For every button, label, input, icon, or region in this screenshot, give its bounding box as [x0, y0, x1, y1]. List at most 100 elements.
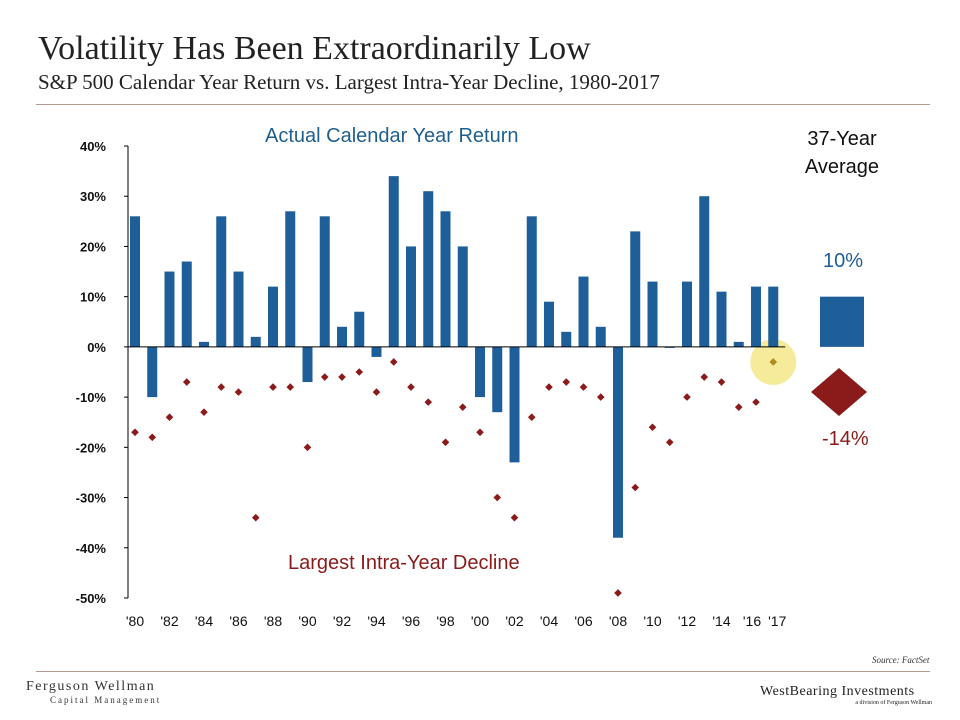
- decline-point: [251, 513, 260, 522]
- x-tick-label: '84: [195, 613, 213, 629]
- return-bar: [268, 286, 278, 347]
- decline-point: [441, 438, 450, 447]
- y-tick-label: -40%: [76, 541, 107, 556]
- source-note: Source: FactSet: [872, 655, 930, 665]
- return-bar: [509, 346, 520, 463]
- x-tick-label: '17: [768, 613, 786, 629]
- x-tick-label: '94: [367, 613, 385, 629]
- return-bar: [647, 281, 658, 347]
- return-bar: [457, 246, 468, 347]
- decline-point: [286, 383, 295, 391]
- return-bar: [561, 331, 572, 347]
- right-logo-line2: a division of Ferguson Wellman: [855, 700, 932, 706]
- decline-point: [493, 493, 502, 502]
- x-tick-label: '14: [712, 613, 730, 629]
- decline-point: [182, 378, 191, 386]
- points-layer: [131, 358, 778, 597]
- y-axis: 40% 30% 20% 10% 0% -10% -20% -30% -40% -50%: [76, 139, 129, 606]
- ferguson-wellman-logo: Ferguson Wellman Capital Management: [26, 679, 161, 705]
- decline-point: [717, 378, 726, 386]
- y-tick-label: 0%: [87, 340, 106, 355]
- decline-point: [389, 358, 398, 366]
- decline-point: [614, 589, 622, 597]
- x-tick-label: '80: [126, 613, 144, 629]
- x-tick-label: '04: [540, 613, 558, 629]
- decline-point: [148, 433, 157, 442]
- x-tick-label: '06: [574, 613, 592, 629]
- decline-point: [545, 383, 553, 391]
- decline-point: [665, 438, 674, 447]
- return-bar: [733, 341, 744, 347]
- average-decline-diamond: [811, 368, 867, 416]
- x-tick-label: '86: [229, 613, 247, 629]
- decline-point: [200, 408, 208, 416]
- average-return-label: 10%: [823, 250, 864, 272]
- decline-point: [700, 373, 709, 381]
- return-bar: [613, 346, 623, 538]
- y-tick-label: -30%: [76, 491, 107, 506]
- decline-point: [476, 428, 484, 437]
- x-tick-label: '88: [264, 613, 282, 629]
- decline-point: [648, 423, 657, 432]
- decline-point: [217, 383, 226, 391]
- return-bar: [544, 301, 554, 347]
- decline-point: [631, 483, 640, 492]
- return-bar: [682, 281, 692, 347]
- return-bar: [440, 211, 451, 347]
- y-tick-label: 30%: [80, 189, 106, 204]
- return-bar: [216, 216, 227, 347]
- decline-point: [562, 378, 571, 386]
- y-tick-label: -50%: [76, 591, 107, 606]
- decline-point: [269, 383, 277, 391]
- page-subtitle: S&P 500 Calendar Year Return vs. Largest…: [38, 70, 660, 94]
- x-axis: '80 '82 '84 '86 '88 '90 '92 '94 '96 '98 '00 '02 '04 '…: [126, 346, 787, 629]
- decline-point: [165, 413, 174, 421]
- return-bar: [147, 346, 158, 398]
- decline-point: [131, 428, 139, 437]
- average-heading: 37-Year Average: [804, 128, 880, 178]
- return-bar: [319, 216, 330, 347]
- bars-layer: [130, 176, 779, 538]
- y-tick-label: 20%: [80, 239, 106, 254]
- return-bar: [354, 311, 365, 347]
- decline-point: [338, 373, 346, 381]
- return-bar: [164, 271, 175, 347]
- return-bar: [337, 326, 347, 347]
- decline-point: [407, 383, 415, 391]
- return-bar: [492, 346, 503, 413]
- return-bar: [578, 276, 589, 347]
- westbearing-logo: WestBearing Investments a division of Fe…: [760, 684, 944, 706]
- page-title: Volatility Has Been Extraordinarily Low: [38, 30, 591, 67]
- x-tick-label: '82: [160, 613, 178, 629]
- y-tick-label: 10%: [80, 290, 106, 305]
- return-bar: [751, 286, 761, 347]
- x-tick-label: '96: [402, 613, 420, 629]
- decline-point: [683, 393, 691, 401]
- x-tick-label: '12: [678, 613, 696, 629]
- decline-point: [734, 403, 743, 411]
- header-divider: [36, 104, 930, 105]
- decline-point: [752, 398, 760, 406]
- return-bar: [699, 196, 710, 347]
- returns-chart: 40% 30% 20% 10% 0% -10% -20% -30% -40% -50% '80 '8…: [76, 139, 867, 629]
- decline-point: [769, 358, 778, 366]
- return-bar: [181, 261, 192, 347]
- decline-point: [527, 413, 536, 421]
- y-tick-label: -10%: [76, 390, 107, 405]
- return-bar: [371, 346, 382, 357]
- y-tick-label: -20%: [76, 440, 107, 455]
- return-bar: [423, 191, 434, 347]
- returns-annotation: Actual Calendar Year Return: [265, 125, 519, 147]
- average-return-bar: [820, 296, 864, 347]
- decline-point: [510, 513, 519, 522]
- return-bar: [302, 346, 313, 383]
- return-bar: [475, 346, 485, 398]
- return-bar: [130, 216, 140, 347]
- decline-annotation: Largest Intra-Year Decline: [288, 552, 520, 574]
- return-bar: [285, 211, 296, 347]
- decline-point: [303, 443, 312, 452]
- x-tick-label: '98: [436, 613, 454, 629]
- y-tick-label: 40%: [80, 139, 106, 154]
- return-bar: [406, 246, 416, 347]
- return-bar: [388, 176, 399, 347]
